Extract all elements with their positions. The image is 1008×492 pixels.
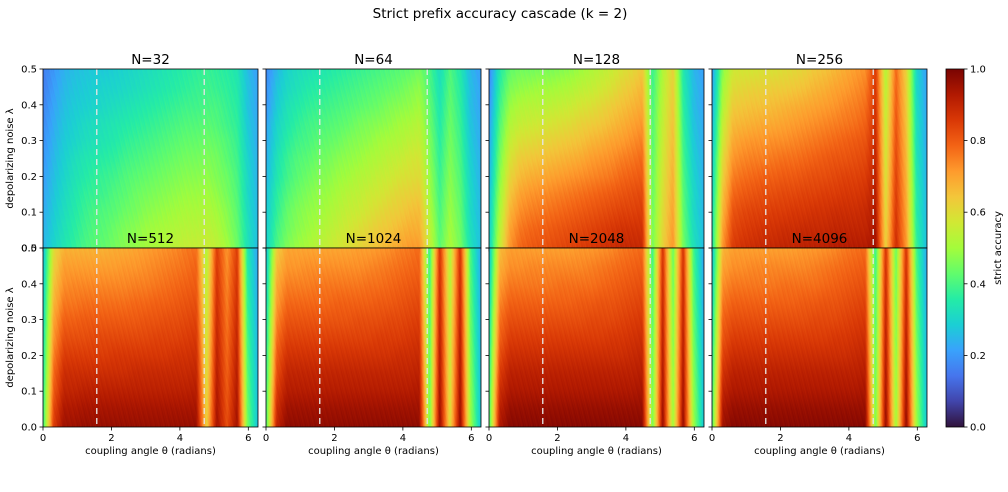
y-tick-label: 0.1 xyxy=(21,387,37,398)
y-tick-label: 0.3 xyxy=(21,136,37,147)
y-tick-label: 0.0 xyxy=(21,244,37,255)
colorbar-tick-label: 0.8 xyxy=(970,136,986,147)
colorbar-gradient xyxy=(946,69,964,427)
x-tick-label: 6 xyxy=(468,433,474,444)
panel-n-2048: N=2048 0 2 4 6 coupling angle θ (radians) xyxy=(485,231,705,457)
y-tick-label: 0.2 xyxy=(21,172,37,183)
axes-frame xyxy=(265,247,482,428)
y-tick-label: 0.5 xyxy=(21,244,37,255)
ylabel-top: depolarizing noise λ xyxy=(5,108,16,208)
axes-frame xyxy=(488,247,705,428)
x-tick-label: 6 xyxy=(914,433,920,444)
colorbar-tick-label: 0.0 xyxy=(970,423,986,434)
heatmap-image xyxy=(712,69,927,248)
y-tick-label: 0.0 xyxy=(21,423,37,434)
colorbar-tick-label: 0.4 xyxy=(970,279,986,290)
x-tick-label: 2 xyxy=(777,433,783,444)
colorbar-tick-label: 0.6 xyxy=(970,208,986,219)
ylabel-bottom: depolarizing noise λ xyxy=(5,287,16,387)
heatmap-image xyxy=(489,248,704,427)
xlabel: coupling angle θ (radians) xyxy=(308,446,439,457)
panel-title: N=32 xyxy=(131,52,170,68)
panel-n-256: N=256 xyxy=(708,52,928,252)
panel-n-32: N=32 0.0 0.1 0.2 0.3 0.4 0.5 xyxy=(21,52,259,255)
y-tick-label: 0.1 xyxy=(21,208,37,219)
panel-title: N=512 xyxy=(127,231,174,247)
y-tick-label: 0.2 xyxy=(21,351,37,362)
panel-title: N=1024 xyxy=(346,231,402,247)
x-tick-label: 6 xyxy=(691,433,697,444)
panel-title: N=4096 xyxy=(792,231,848,247)
panel-n-128: N=128 xyxy=(485,52,705,252)
x-tick-label: 0 xyxy=(486,433,492,444)
heatmap-image xyxy=(712,248,927,427)
panel-title: N=256 xyxy=(796,52,843,68)
panel-n-64: N=64 xyxy=(262,52,482,252)
x-tick-label: 4 xyxy=(846,433,852,444)
x-tick-label: 4 xyxy=(623,433,629,444)
panel-n-4096: N=4096 0 2 4 6 coupling angle θ (radians) xyxy=(708,231,928,457)
heatmap-image xyxy=(43,248,258,427)
panel-title: N=128 xyxy=(573,52,620,68)
heatmap-image xyxy=(266,69,481,248)
x-tick-label: 0 xyxy=(40,433,46,444)
x-tick-label: 2 xyxy=(331,433,337,444)
axes-frame xyxy=(711,247,928,428)
y-tick-label: 0.5 xyxy=(21,65,37,76)
y-tick-label: 0.3 xyxy=(21,315,37,326)
colorbar-frame xyxy=(945,68,965,428)
panel-n-512: N=512 0 2 4 6 0.0 0.1 0.2 0.3 0.4 0.5 coupling angl… xyxy=(21,231,259,457)
x-tick-label: 0 xyxy=(263,433,269,444)
heatmap-image xyxy=(266,248,481,427)
colorbar-tick-label: 0.2 xyxy=(970,351,986,362)
panel-title: N=64 xyxy=(354,52,393,68)
x-tick-label: 4 xyxy=(400,433,406,444)
xlabel: coupling angle θ (radians) xyxy=(754,446,885,457)
heatmap-image xyxy=(489,69,704,248)
panel-n-1024: N=1024 0 2 4 6 coupling angle θ (radians) xyxy=(262,231,482,457)
x-tick-label: 2 xyxy=(554,433,560,444)
heatmap-image xyxy=(43,69,258,248)
xlabel: coupling angle θ (radians) xyxy=(85,446,216,457)
y-tick-label: 0.4 xyxy=(21,100,37,111)
x-tick-label: 6 xyxy=(245,433,251,444)
xlabel: coupling angle θ (radians) xyxy=(531,446,662,457)
y-tick-label: 0.4 xyxy=(21,279,37,290)
colorbar-label: strict accuracy xyxy=(993,211,1004,285)
axis-labels: depolarizing noise λ depolarizing noise … xyxy=(5,108,16,387)
axes-frame xyxy=(42,247,259,428)
x-tick-label: 4 xyxy=(177,433,183,444)
panels: N=32 0.0 0.1 0.2 0.3 0.4 0.5 N=64 N=128 N=256 N=51… xyxy=(21,52,928,457)
colorbar-tick-label: 1.0 xyxy=(970,65,986,76)
panel-title: N=2048 xyxy=(569,231,625,247)
x-tick-label: 0 xyxy=(709,433,715,444)
x-tick-label: 2 xyxy=(108,433,114,444)
colorbar: 0.0 0.2 0.4 0.6 0.8 1.0 strict accuracy xyxy=(945,65,1004,434)
figure-title: Strict prefix accuracy cascade (k = 2) xyxy=(373,6,628,22)
